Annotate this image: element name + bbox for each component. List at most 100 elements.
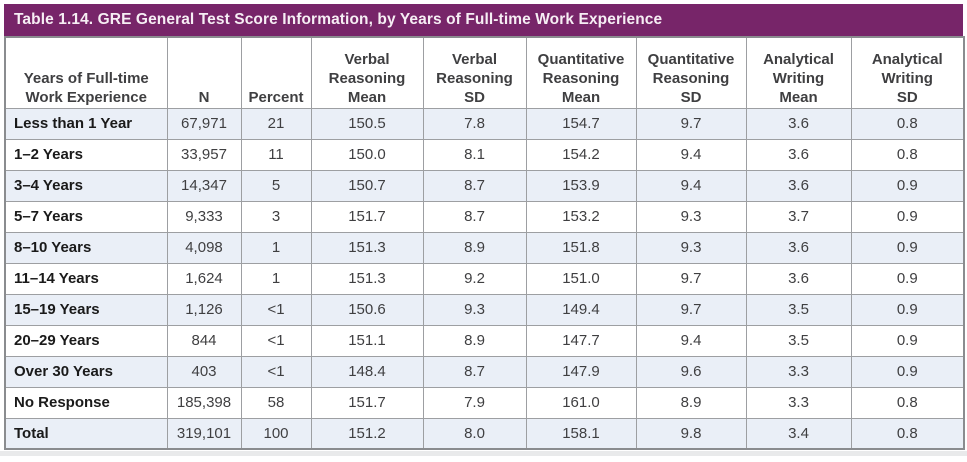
table-cell: 21: [240, 107, 312, 140]
table-cell: 147.7: [525, 324, 637, 357]
column-header: Years of Full-time Work Experience: [4, 36, 168, 109]
table-cell: <1: [240, 324, 312, 357]
table-cell: 3.6: [745, 262, 852, 295]
table-cell: 9.2: [422, 262, 527, 295]
table-cell: 9.7: [635, 107, 747, 140]
table-header: Years of Full-time Work Experience N Perce…: [4, 36, 965, 109]
table-cell: 154.7: [525, 107, 637, 140]
table-cell: 0.9: [850, 355, 965, 388]
table-body: Less than 1 Year 67,971 21 150.5 7.8 154.7 9.7…: [4, 107, 965, 450]
table-cell: <1: [240, 355, 312, 388]
table-cell: 9.7: [635, 262, 747, 295]
table-cell: 151.3: [310, 262, 424, 295]
table-cell: 161.0: [525, 386, 637, 419]
table-cell: 0.9: [850, 324, 965, 357]
table-cell: <1: [240, 293, 312, 326]
table-cell: 150.0: [310, 138, 424, 171]
table-cell: 153.2: [525, 200, 637, 233]
table-cell: 3.3: [745, 355, 852, 388]
table-title-bar: Table 1.14. GRE General Test Score Infor…: [4, 4, 963, 36]
row-label: Over 30 Years: [4, 355, 168, 388]
row-label: 15–19 Years: [4, 293, 168, 326]
table-cell: 1,126: [166, 293, 242, 326]
table-cell: 33,957: [166, 138, 242, 171]
table-cell: 14,347: [166, 169, 242, 202]
table-cell: 67,971: [166, 107, 242, 140]
table-cell: 150.7: [310, 169, 424, 202]
table-cell: 3.3: [745, 386, 852, 419]
bottom-strip: [0, 451, 967, 456]
table-cell: 319,101: [166, 417, 242, 450]
table-cell: 9,333: [166, 200, 242, 233]
table-cell: 151.8: [525, 231, 637, 264]
table-row: 8–10 Years 4,098 1 151.3 8.9 151.8 9.3 3.6 0.9: [4, 231, 965, 264]
table-cell: 100: [240, 417, 312, 450]
table-cell: 9.3: [635, 200, 747, 233]
table-cell: 151.7: [310, 386, 424, 419]
table-cell: 148.4: [310, 355, 424, 388]
table-cell: 0.8: [850, 386, 965, 419]
column-header: Analytical Writing SD: [850, 36, 965, 109]
table-cell: 150.6: [310, 293, 424, 326]
table-row: 3–4 Years 14,347 5 150.7 8.7 153.9 9.4 3.6 0.9: [4, 169, 965, 202]
table-cell: 151.1: [310, 324, 424, 357]
table-cell: 9.8: [635, 417, 747, 450]
table-cell: 0.8: [850, 138, 965, 171]
table-cell: 8.7: [422, 355, 527, 388]
table-cell: 3.6: [745, 231, 852, 264]
table-cell: 7.8: [422, 107, 527, 140]
table-cell: 8.1: [422, 138, 527, 171]
column-header: Verbal Reasoning SD: [422, 36, 527, 109]
table-cell: 3: [240, 200, 312, 233]
table-cell: 0.9: [850, 169, 965, 202]
table-cell: 5: [240, 169, 312, 202]
table-row: No Response 185,398 58 151.7 7.9 161.0 8.9 3.3 0…: [4, 386, 965, 419]
table-title: Table 1.14. GRE General Test Score Infor…: [14, 11, 663, 28]
column-header: Analytical Writing Mean: [745, 36, 852, 109]
row-label: 1–2 Years: [4, 138, 168, 171]
table-cell: 0.8: [850, 417, 965, 450]
table-cell: 149.4: [525, 293, 637, 326]
table-cell: 11: [240, 138, 312, 171]
table-cell: 4,098: [166, 231, 242, 264]
table-cell: 3.7: [745, 200, 852, 233]
table-cell: 0.9: [850, 293, 965, 326]
row-label: No Response: [4, 386, 168, 419]
table-row: 5–7 Years 9,333 3 151.7 8.7 153.2 9.3 3.7 0.9: [4, 200, 965, 233]
table-cell: 8.9: [422, 231, 527, 264]
table-row: Less than 1 Year 67,971 21 150.5 7.8 154.7 9.7…: [4, 107, 965, 140]
table-cell: 151.7: [310, 200, 424, 233]
table-cell: 3.6: [745, 138, 852, 171]
table-cell: 3.5: [745, 293, 852, 326]
table-cell: 150.5: [310, 107, 424, 140]
header-row: Years of Full-time Work Experience N Perce…: [4, 36, 965, 109]
table-row: Total 319,101 100 151.2 8.0 158.1 9.8 3.4 0.8: [4, 417, 965, 450]
row-label: 8–10 Years: [4, 231, 168, 264]
table-cell: 147.9: [525, 355, 637, 388]
table-row: 20–29 Years 844 <1 151.1 8.9 147.7 9.4 3.5 0.9: [4, 324, 965, 357]
table-row: 15–19 Years 1,126 <1 150.6 9.3 149.4 9.7 3.5 0.9: [4, 293, 965, 326]
row-label: 5–7 Years: [4, 200, 168, 233]
table-cell: 9.7: [635, 293, 747, 326]
table-cell: 154.2: [525, 138, 637, 171]
row-label: Less than 1 Year: [4, 107, 168, 140]
table-row: 1–2 Years 33,957 11 150.0 8.1 154.2 9.4 3.6 0.8: [4, 138, 965, 171]
table-cell: 9.6: [635, 355, 747, 388]
table-row: 11–14 Years 1,624 1 151.3 9.2 151.0 9.7 3.6 0.9: [4, 262, 965, 295]
row-label: 20–29 Years: [4, 324, 168, 357]
column-header: Verbal Reasoning Mean: [310, 36, 424, 109]
column-header: Quantitative Reasoning SD: [635, 36, 747, 109]
column-header: Quantitative Reasoning Mean: [525, 36, 637, 109]
table-cell: 8.0: [422, 417, 527, 450]
table-cell: 8.9: [422, 324, 527, 357]
table-cell: 151.2: [310, 417, 424, 450]
table-cell: 8.7: [422, 169, 527, 202]
row-label: Total: [4, 417, 168, 450]
table-cell: 1: [240, 231, 312, 264]
table-cell: 9.4: [635, 138, 747, 171]
table-cell: 8.7: [422, 200, 527, 233]
column-header: Percent: [240, 36, 312, 109]
row-label: 3–4 Years: [4, 169, 168, 202]
table-cell: 844: [166, 324, 242, 357]
table-cell: 58: [240, 386, 312, 419]
